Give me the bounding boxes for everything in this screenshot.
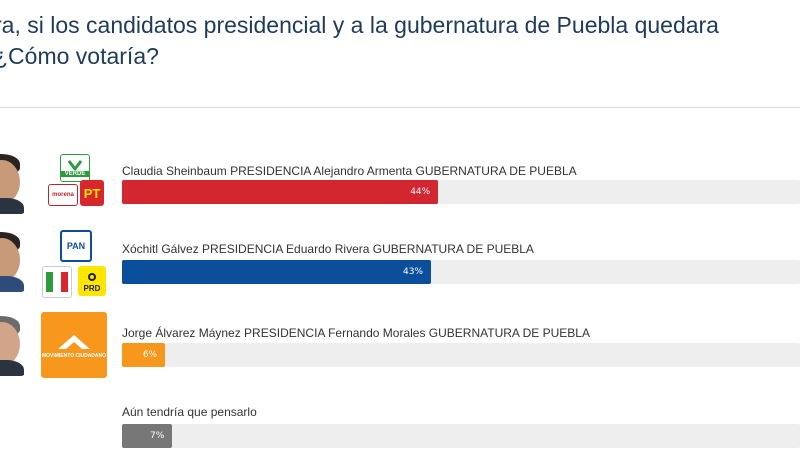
- poll-question: ra, si los candidatos presidencial y a l…: [0, 10, 800, 72]
- option-label: Xóchitl Gálvez PRESIDENCIA Eduardo River…: [122, 242, 534, 256]
- poll-option-4[interactable]: Aún tendría que pensarlo 7%: [0, 392, 800, 462]
- poll-option-1[interactable]: VERDE morena PT Claudia Sheinbaum PRESID…: [0, 146, 800, 216]
- percent-label: 6%: [142, 350, 158, 360]
- option-label: Claudia Sheinbaum PRESIDENCIA Alejandro …: [122, 164, 577, 178]
- option-label: Jorge Álvarez Máynez PRESIDENCIA Fernand…: [122, 326, 590, 340]
- option-label: Aún tendría que pensarlo: [122, 405, 257, 419]
- verde-logo-icon: VERDE: [60, 154, 90, 182]
- percent-label: 43%: [403, 267, 424, 277]
- movimiento-ciudadano-logo-icon: MOVIMIENTO CIUDADANO: [41, 312, 107, 378]
- candidate-photo: [0, 312, 25, 376]
- result-bar-fill: 7%: [122, 424, 173, 448]
- poll-option-2[interactable]: PAN PRD Xóchitl Gálvez PRESIDENCIA Eduar…: [0, 226, 800, 298]
- result-bar-track: 7%: [122, 424, 800, 448]
- divider: [0, 107, 800, 108]
- pri-logo-icon: [42, 266, 72, 298]
- result-bar-fill: 6%: [122, 343, 166, 367]
- result-bar-track: 43%: [122, 260, 800, 284]
- result-bar-track: 6%: [122, 343, 800, 367]
- morena-logo-icon: morena: [48, 184, 78, 206]
- result-bar-fill: 44%: [122, 180, 439, 204]
- pan-logo-icon: PAN: [60, 230, 92, 262]
- result-bar-track: 44%: [122, 180, 800, 204]
- percent-label: 7%: [150, 431, 165, 441]
- candidate-photo: [0, 150, 25, 214]
- question-line-1: ra, si los candidatos presidencial y a l…: [0, 12, 719, 38]
- percent-label: 44%: [410, 187, 431, 197]
- prd-logo-icon: PRD: [78, 266, 106, 296]
- candidate-photo: [0, 228, 25, 292]
- poll-option-3[interactable]: MOVIMIENTO CIUDADANO Jorge Álvarez Máyne…: [0, 310, 800, 380]
- pt-logo-icon: PT: [80, 180, 104, 206]
- question-line-2: ¿Cómo votaría?: [0, 43, 159, 69]
- result-bar-fill: 43%: [122, 260, 432, 284]
